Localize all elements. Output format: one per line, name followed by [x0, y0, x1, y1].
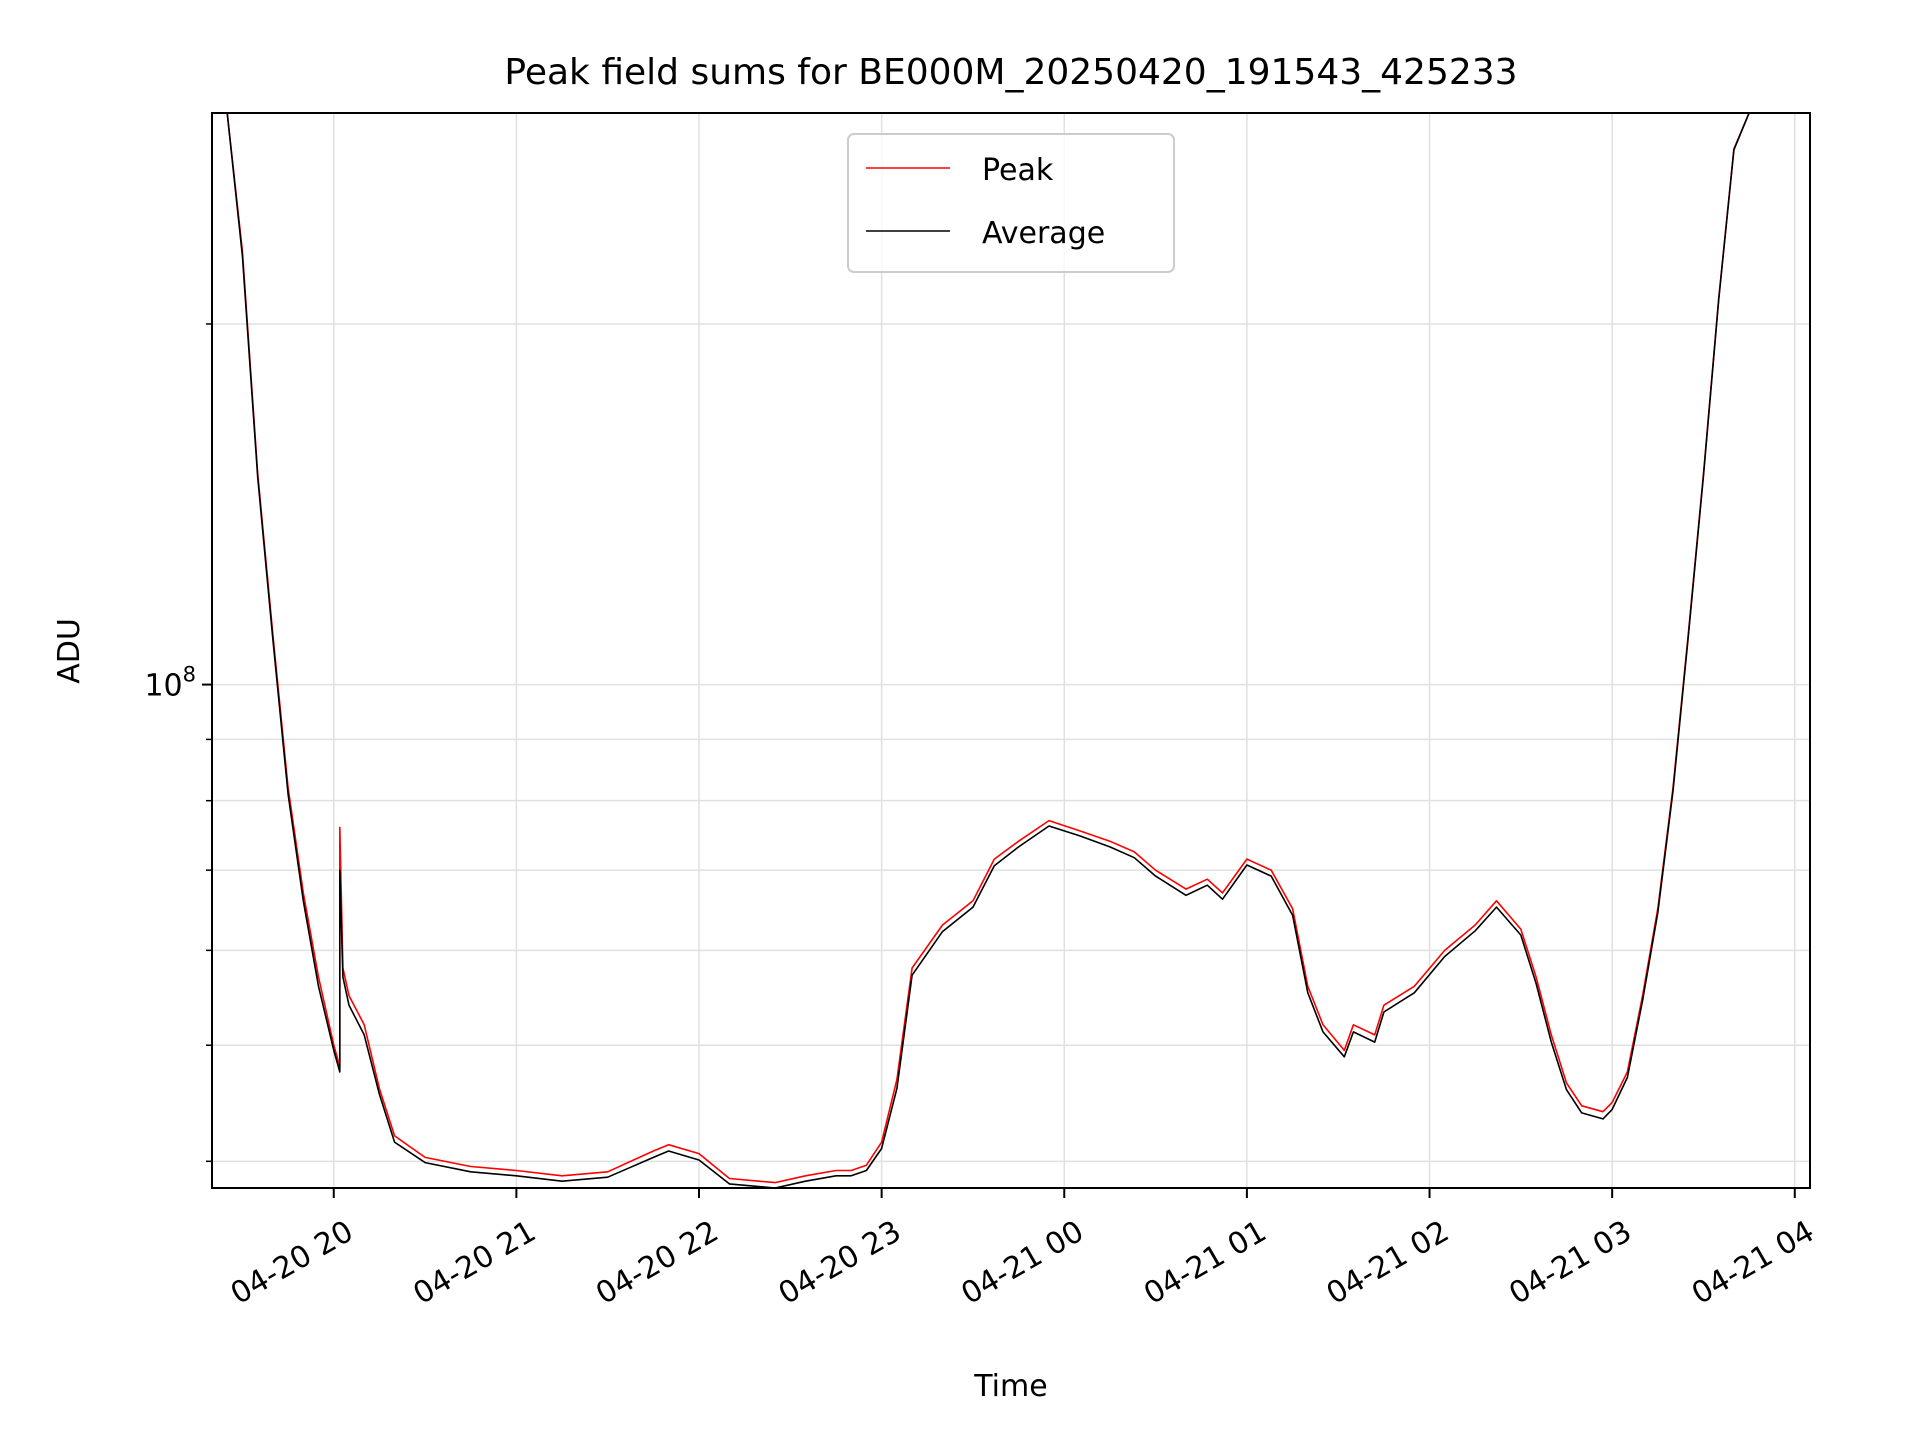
- legend-label-peak: Peak: [982, 153, 1054, 188]
- grid-lines: [212, 113, 1810, 1188]
- series-lines: [218, 113, 1750, 1188]
- y-axis-label: ADU: [52, 618, 87, 684]
- chart-title: Peak field sums for BE000M_20250420_1915…: [504, 52, 1517, 93]
- series-line-peak: [218, 113, 1750, 1184]
- legend-label-average: Average: [982, 216, 1105, 251]
- series-line-average: [218, 113, 1750, 1188]
- y-tick-label: 108: [144, 663, 196, 704]
- legend: Peak Average: [847, 133, 1175, 273]
- plot-area-frame: [211, 112, 1811, 1189]
- x-axis-label: Time: [973, 1369, 1047, 1404]
- y-axis-ticks: 108: [144, 323, 212, 1163]
